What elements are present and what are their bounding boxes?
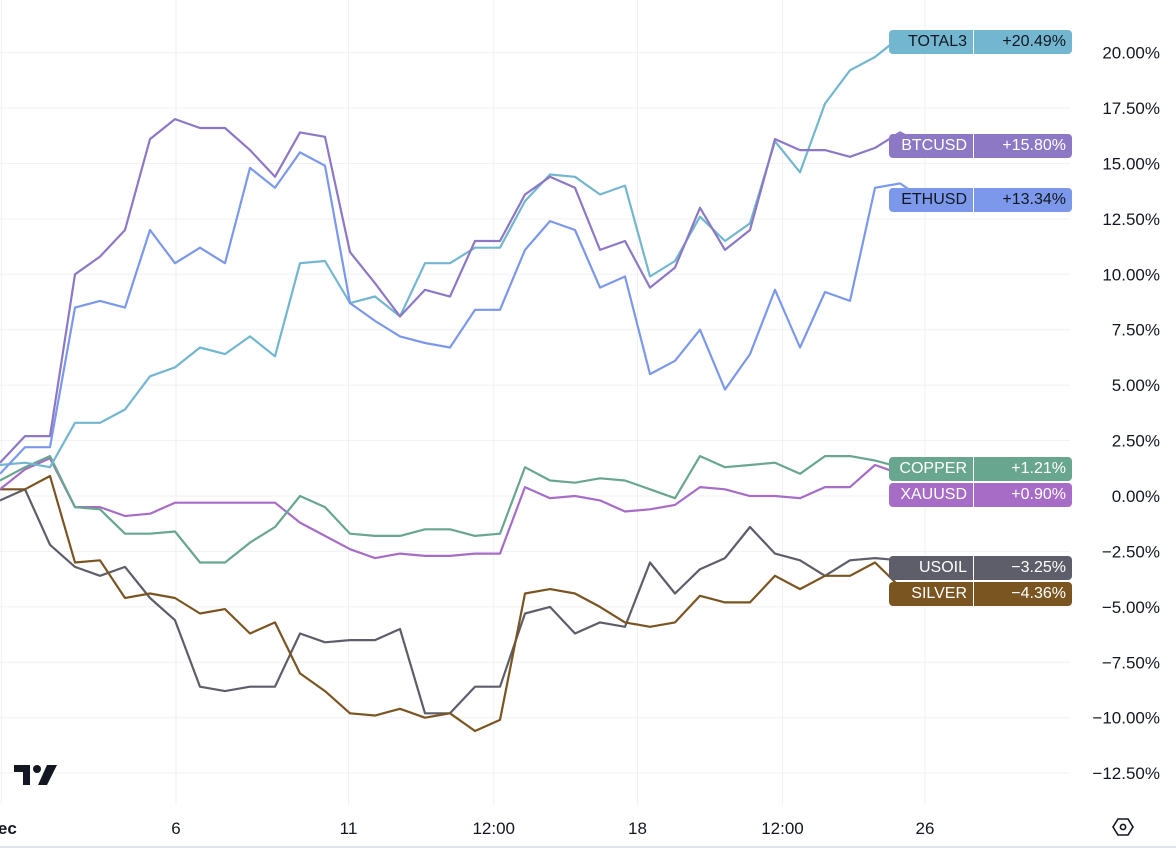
series-line-xauusd[interactable] [0,457,926,560]
y-tick-label: −2.50% [1102,542,1160,561]
series-last-value: +0.90% [973,483,1072,508]
series-label-copper[interactable]: COPPER +1.21% [889,457,1072,482]
x-axis: Dec 6 11 12:00 18 12:00 26 [0,819,934,838]
x-tick-label: 6 [171,819,180,838]
y-tick-label: −12.50% [1092,764,1160,783]
series-line-usoil[interactable] [0,488,926,715]
series-name: COPPER [889,457,973,482]
series-label-xauusd[interactable]: XAUUSD +0.90% [889,483,1072,508]
y-tick-label: 5.00% [1112,376,1160,395]
series-last-value: +20.49% [973,29,1072,54]
series-label-total3[interactable]: TOTAL3 +20.49% [889,29,1072,54]
series-line-total3[interactable] [0,36,926,469]
series-last-value: +13.34% [973,188,1072,213]
y-tick-label: −7.50% [1102,653,1160,672]
x-tick-label: 12:00 [761,819,804,838]
series-line-btcusd[interactable] [0,118,926,464]
y-axis: 20.00% 17.50% 15.00% 12.50% 10.00% 7.50% 5.00%… [1092,44,1160,784]
y-tick-label: 17.50% [1102,99,1160,118]
y-tick-label: 10.00% [1102,265,1160,284]
x-tick-label: 18 [628,819,647,838]
y-tick-label: 15.00% [1102,154,1160,173]
series-name: TOTAL3 [889,29,973,54]
x-tick-label: Dec [0,819,17,838]
grid [0,0,1070,805]
y-tick-label: 7.50% [1112,321,1160,340]
series-last-value: −4.36% [973,582,1072,607]
series-label-silver[interactable]: SILVER −4.36% [889,582,1072,607]
series-name: BTCUSD [889,133,973,158]
y-tick-label: 2.50% [1112,432,1160,451]
series-name: SILVER [889,582,973,607]
series-name: XAUUSD [889,483,973,508]
series-name: USOIL [889,556,973,581]
series-name: ETHUSD [889,188,973,213]
series-line-ethusd[interactable] [0,151,926,475]
series-label-btcusd[interactable]: BTCUSD +15.80% [889,133,1072,158]
series-last-value: +1.21% [973,457,1072,482]
tradingview-logo[interactable] [14,763,60,792]
series-label-usoil[interactable]: USOIL −3.25% [889,556,1072,581]
x-tick-label: 12:00 [472,819,515,838]
x-tick-label: 26 [916,819,935,838]
y-tick-label: 0.00% [1112,487,1160,506]
y-tick-label: −5.00% [1102,598,1160,617]
y-tick-label: 12.50% [1102,210,1160,229]
x-tick-label: 11 [340,819,358,838]
series-line-silver[interactable] [0,474,926,733]
series-line-copper[interactable] [0,455,926,564]
series-last-value: −3.25% [973,556,1072,581]
series-lines [0,36,926,733]
y-tick-label: −10.00% [1092,709,1160,728]
y-tick-label: 20.00% [1102,44,1160,63]
hexagon-settings-icon[interactable] [1112,816,1134,843]
series-label-ethusd[interactable]: ETHUSD +13.34% [889,188,1072,213]
series-last-value: +15.80% [973,133,1072,158]
